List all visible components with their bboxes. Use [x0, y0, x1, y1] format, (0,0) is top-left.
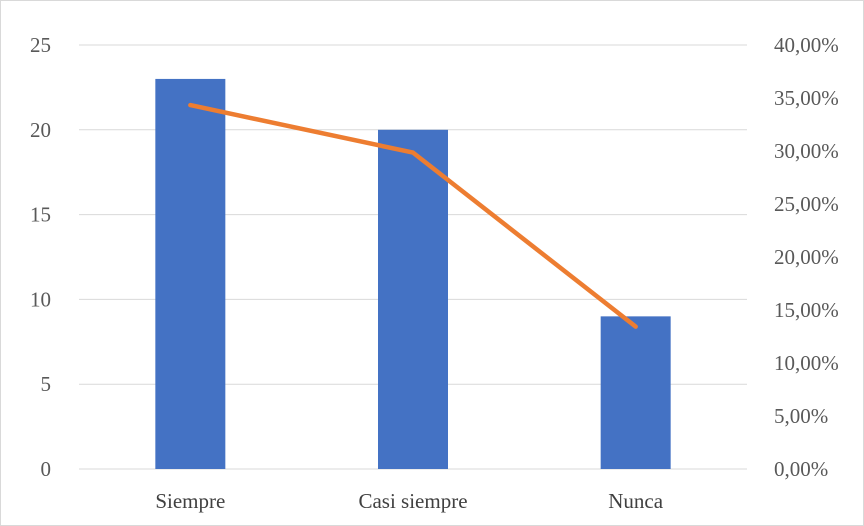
category-labels: Siempre Casi siempre Nunca: [155, 489, 663, 513]
left-axis-tick-label: 15: [30, 203, 51, 227]
right-axis-tick-label: 0,00%: [774, 457, 828, 481]
bar-casi-siempre: [378, 129, 448, 470]
right-axis-tick-label: 25,00%: [774, 192, 839, 216]
left-axis-tick-label: 5: [41, 372, 52, 396]
category-label: Siempre: [155, 489, 225, 513]
bar-nunca: [600, 316, 671, 469]
right-axis-tick-label: 5,00%: [774, 404, 828, 428]
right-axis-tick-label: 35,00%: [774, 86, 839, 110]
left-axis-tick-labels: 0 5 10 15 20 25: [30, 33, 51, 481]
bar-series: [155, 78, 671, 470]
right-axis-tick-label: 15,00%: [774, 298, 839, 322]
category-label: Casi siempre: [358, 489, 467, 513]
right-axis-tick-label: 40,00%: [774, 33, 839, 57]
category-label: Nunca: [608, 489, 663, 513]
right-axis-tick-label: 10,00%: [774, 351, 839, 375]
left-axis-tick-label: 0: [41, 457, 52, 481]
left-axis-tick-label: 25: [30, 33, 51, 57]
bar-siempre: [155, 78, 226, 470]
left-axis-tick-label: 10: [30, 287, 51, 311]
right-axis-tick-label: 20,00%: [774, 245, 839, 269]
left-axis-tick-label: 20: [30, 118, 51, 142]
right-axis-tick-label: 30,00%: [774, 139, 839, 163]
line-series: [188, 102, 638, 329]
right-axis-tick-labels: 0,00% 5,00% 10,00% 15,00% 20,00% 25,00% 30,00%…: [774, 33, 839, 481]
